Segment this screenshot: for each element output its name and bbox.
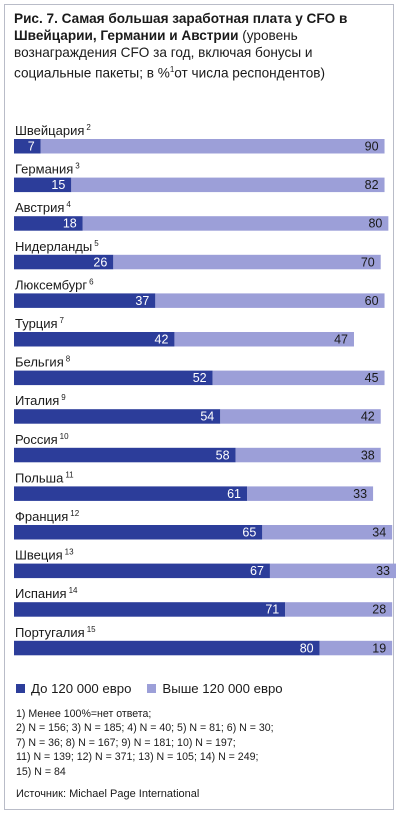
- data-label-high: 28: [372, 603, 386, 617]
- data-label-low: 42: [155, 333, 169, 347]
- bar-low: [14, 447, 236, 463]
- data-label-low: 61: [227, 487, 241, 501]
- data-label-low: 7: [28, 140, 35, 154]
- bar-high: [220, 409, 381, 424]
- data-label-high: 82: [365, 178, 379, 192]
- data-label-high: 19: [372, 641, 386, 655]
- bar-low: [14, 640, 320, 656]
- data-label-high: 80: [368, 217, 382, 231]
- category-label: Португалия 15: [15, 625, 96, 640]
- category-label: Россия 10: [15, 432, 69, 447]
- bar-high: [262, 525, 393, 540]
- bar-high: [82, 216, 389, 231]
- source-note: Источник: Michael Page International: [16, 788, 200, 800]
- legend-swatch-high: [147, 683, 157, 693]
- data-label-low: 52: [193, 371, 207, 385]
- category-label: Польша 11: [15, 470, 74, 485]
- data-label-high: 33: [353, 487, 367, 501]
- category-label: Люксембург 6: [15, 277, 94, 292]
- chart-legend: До 120 000 евро Выше 120 000 евро: [16, 680, 386, 696]
- legend-label-high: Выше 120 000 евро: [162, 680, 283, 696]
- bar-low: [14, 370, 213, 386]
- bar-high: [212, 370, 385, 386]
- data-label-low: 15: [51, 178, 65, 192]
- category-label: Франция 12: [15, 509, 80, 524]
- bar-high: [155, 293, 385, 308]
- data-label-low: 65: [242, 526, 256, 540]
- bar-low: [14, 332, 175, 347]
- footnote-line: 2) N = 156; 3) N = 185; 4) N = 40; 5) N …: [16, 722, 274, 735]
- bar-low: [14, 293, 156, 308]
- bar-high: [113, 254, 381, 270]
- bar-low: [14, 254, 114, 270]
- chart-title: Рис. 7. Самая большая заработная плата у…: [14, 10, 386, 82]
- bar-low: [14, 563, 270, 579]
- data-label-high: 42: [361, 410, 375, 424]
- data-label-low: 67: [250, 564, 264, 578]
- footnote-line: 7) N = 36; 8) N = 167; 9) N = 181; 10) N…: [16, 736, 236, 749]
- bar-high: [174, 332, 354, 347]
- bar-high: [247, 486, 374, 501]
- bar-low: [14, 177, 72, 193]
- chart-title-end: от числа респондентов): [174, 65, 326, 81]
- legend-item-low: До 120 000 евро: [16, 681, 131, 696]
- legend-item-high: Выше 120 000 евро: [147, 680, 283, 696]
- data-label-high: 60: [365, 294, 379, 308]
- bar-low: [14, 486, 248, 501]
- bar-low: [14, 216, 83, 231]
- category-label: Австрия 4: [15, 200, 71, 215]
- category-label: Турция 7: [15, 316, 65, 331]
- legend-swatch-low: [16, 683, 25, 693]
- footnotes: 1) Менее 100%=нет ответа; 2) N = 156; 3)…: [16, 707, 386, 779]
- data-label-low: 58: [216, 448, 230, 462]
- chart-title-bold: Рис. 7. Самая большая заработная плата у…: [14, 11, 348, 43]
- category-label: Бельгия 8: [15, 355, 71, 370]
- data-label-low: 18: [63, 217, 77, 231]
- bar-low: [14, 602, 286, 617]
- footnote-line: 1) Менее 100%=нет ответа;: [16, 708, 152, 720]
- data-label-high: 47: [334, 333, 348, 347]
- category-label: Испания 14: [15, 586, 78, 601]
- footnote-line: 15) N = 84: [16, 765, 66, 778]
- data-label-high: 33: [376, 564, 390, 578]
- data-label-high: 34: [372, 526, 386, 540]
- category-label: Германия 3: [15, 162, 80, 177]
- data-label-low: 54: [200, 410, 214, 424]
- data-label-high: 70: [361, 255, 375, 269]
- bar-high: [319, 640, 393, 656]
- bar-high: [40, 139, 385, 154]
- category-label: Швеция 13: [15, 548, 74, 563]
- data-label-low: 26: [93, 255, 107, 269]
- bar-high: [71, 177, 385, 193]
- bar-low: [14, 139, 41, 154]
- data-label-low: 71: [265, 603, 279, 617]
- bar-high: [235, 447, 381, 463]
- chart-title-footnote-ref: 1: [169, 65, 175, 74]
- data-label-high: 90: [365, 140, 379, 154]
- data-label-low: 37: [135, 294, 149, 308]
- bar-low: [14, 525, 263, 540]
- category-label: Италия 9: [15, 393, 66, 408]
- category-label: Швейцария 2: [15, 123, 91, 138]
- legend-label-low: До 120 000 евро: [31, 680, 132, 696]
- data-label-low: 80: [300, 641, 314, 655]
- bar-low: [14, 409, 221, 424]
- category-label: Нидерланды 5: [15, 239, 99, 254]
- stacked-bar-chart: Швейцария 2 7 90 Германия 315 82 Австрия 4 18 80 Ни…: [14, 123, 396, 656]
- bar-high: [285, 602, 393, 617]
- data-label-high: 38: [361, 448, 375, 462]
- chart-title-normal: (уровень вознаграждения CFO за год, вклю…: [14, 28, 313, 81]
- footnote-line: 11) N = 139; 12) N = 371; 13) N = 105; 1…: [16, 751, 259, 764]
- data-label-high: 45: [365, 371, 379, 385]
- bar-high: [269, 563, 396, 579]
- figure-frame: [4, 4, 394, 810]
